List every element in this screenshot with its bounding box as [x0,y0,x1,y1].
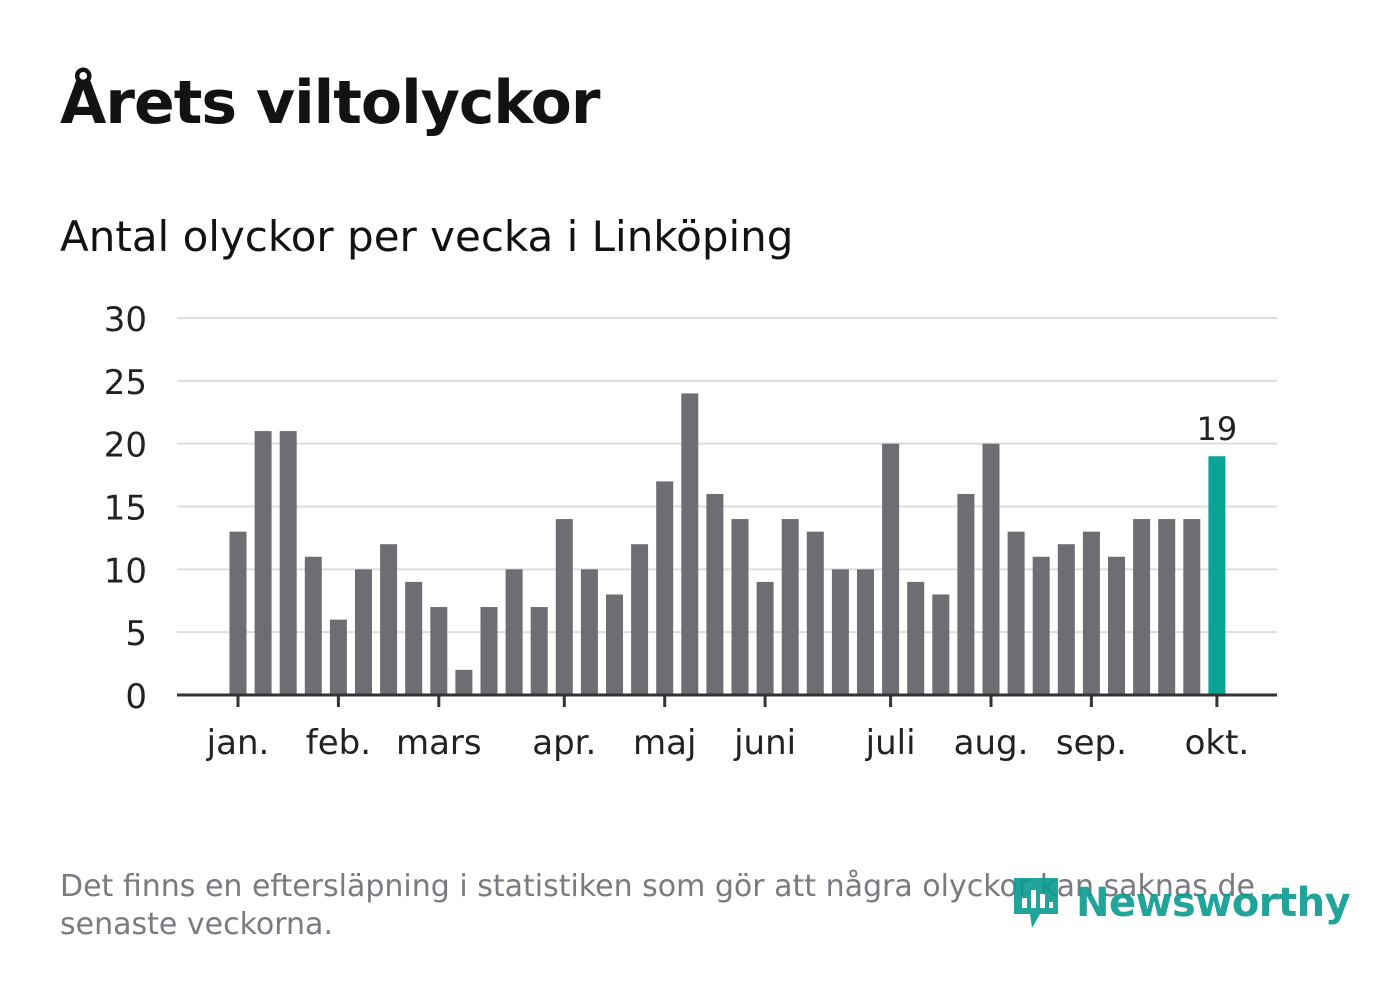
bar [430,607,448,695]
bar [380,544,398,695]
bar [882,443,900,695]
data-label: 19 [1197,410,1238,448]
bar [355,569,372,695]
bar [405,581,423,695]
bar [982,443,1000,695]
bar [1108,556,1125,695]
y-tick-label: 20 [104,426,147,466]
bar [329,619,347,695]
bar [480,607,498,695]
bar [304,556,322,695]
bar [857,569,874,695]
bar [681,393,699,695]
newsworthy-logo-icon [1014,878,1058,928]
bar [1032,556,1050,695]
bar [731,519,749,695]
bar [254,431,272,695]
y-tick-label: 25 [104,363,147,403]
x-tick-label: okt. [1185,723,1250,763]
bar [1007,531,1025,695]
bar [1183,519,1201,695]
x-tick-label: juli [865,723,916,763]
bar [1133,519,1151,695]
bar [455,669,473,695]
bar [1158,519,1176,695]
bar [781,519,799,695]
bar [1057,544,1075,695]
bar [580,569,598,695]
chart-title: Årets viltolyckor [60,68,600,138]
x-tick-label: apr. [532,723,596,763]
bar [932,594,950,695]
y-tick-label: 15 [104,489,147,529]
bar [907,581,925,695]
bar [1082,531,1100,695]
newsworthy-logo-text: Newsworthy [1076,880,1351,926]
bar [555,519,573,695]
bar [656,481,674,695]
bar-highlight [1208,456,1226,695]
newsworthy-logo: Newsworthy [1010,874,1351,932]
bar [831,569,849,695]
bar [706,493,724,695]
x-tick-label: sep. [1056,723,1127,763]
y-tick-label: 10 [104,551,147,591]
x-tick-label: aug. [954,723,1029,763]
x-tick-label: maj [633,723,696,763]
bar [530,607,548,695]
y-tick-label: 5 [125,614,147,654]
bar [957,493,975,695]
bar [756,581,774,695]
x-tick-label: juni [733,723,796,763]
bar [606,594,623,695]
chart-subtitle: Antal olyckor per vecka i Linköping [60,212,794,261]
bar [631,544,649,695]
bar [229,531,247,695]
bar [279,431,297,695]
x-tick-label: mars [396,723,482,763]
y-tick-label: 0 [125,677,147,717]
bar [505,569,523,695]
x-tick-label: jan. [206,723,270,763]
x-tick-label: feb. [306,723,371,763]
bar [806,531,824,695]
y-tick-label: 30 [104,300,147,340]
